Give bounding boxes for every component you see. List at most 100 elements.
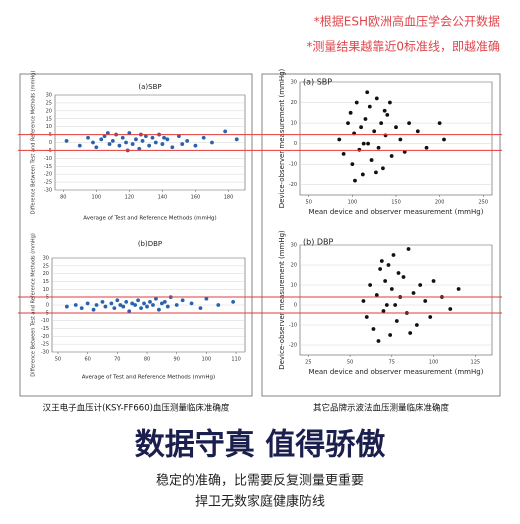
x-tick-label: 80: [144, 357, 150, 363]
x-tick-label: 200: [435, 200, 445, 206]
point: [86, 135, 90, 140]
point: [185, 139, 190, 143]
x-axis-label: Mean device and observer measurement (mm…: [309, 208, 484, 216]
point: [361, 299, 366, 303]
y-tick-label: 20: [291, 100, 297, 106]
x-tick-label: 50: [306, 200, 312, 206]
point: [442, 137, 446, 142]
point: [374, 96, 379, 101]
point: [64, 304, 69, 309]
point: [107, 142, 112, 146]
point: [406, 247, 411, 251]
note: *测量结果越靠近0标准线，即越准确: [306, 40, 500, 54]
y-tick-label: -10: [44, 156, 52, 162]
charts: -30-25-20-15-10-505101520253080100120140…: [31, 68, 493, 381]
point: [193, 143, 198, 148]
y-tick-label: -30: [44, 188, 52, 194]
point: [348, 110, 353, 115]
y-tick-label: -10: [41, 318, 49, 324]
point: [384, 303, 389, 307]
point: [374, 170, 378, 175]
x-tick-label: 100: [429, 360, 439, 366]
point: [134, 137, 138, 142]
y-axis-label: Difference Between Test and Reference Me…: [31, 71, 37, 215]
point: [393, 303, 398, 307]
y-tick-label: 25: [46, 100, 52, 106]
point: [418, 283, 423, 287]
point: [120, 135, 125, 140]
point: [112, 306, 117, 311]
x-tick-label: 100: [202, 357, 212, 363]
y-tick-label: 0: [294, 141, 297, 147]
x-tick-label: 110: [231, 357, 241, 363]
point: [369, 158, 374, 162]
point: [372, 129, 377, 134]
y-tick-label: 10: [46, 124, 52, 130]
point: [424, 145, 429, 150]
point: [201, 135, 206, 140]
point: [148, 299, 152, 304]
point: [456, 287, 461, 291]
x-tick-label: 50: [347, 360, 353, 366]
x-axis-label: Average of Test and Reference Methods (m…: [83, 216, 216, 222]
point: [121, 304, 126, 309]
point: [216, 303, 221, 307]
point: [117, 143, 122, 148]
point: [398, 137, 403, 142]
point: [133, 303, 138, 307]
point: [431, 279, 436, 283]
point: [411, 291, 416, 295]
point: [337, 137, 342, 142]
point: [118, 303, 123, 307]
point: [388, 333, 393, 337]
point: [414, 323, 419, 327]
point: [150, 135, 155, 140]
point: [162, 135, 166, 140]
y-axis-label: Device-observer measurement (mmHg): [278, 68, 286, 208]
point: [145, 304, 149, 309]
point: [85, 301, 90, 306]
y-tick-label: -15: [44, 164, 52, 170]
point: [367, 104, 372, 109]
point: [378, 267, 383, 271]
x-axis-label: Mean device and observer measurement (mm…: [309, 368, 484, 376]
y-tick-label: 5: [46, 295, 49, 301]
point: [94, 145, 99, 150]
y-tick-label: -15: [41, 326, 49, 332]
point: [198, 306, 203, 311]
point: [64, 139, 69, 143]
point: [448, 307, 453, 311]
point: [394, 319, 399, 323]
point: [109, 301, 114, 306]
point: [382, 108, 387, 113]
point: [383, 133, 388, 138]
chart-title: (b) DBP: [303, 238, 334, 247]
point: [77, 143, 82, 148]
y-tick-label: 20: [46, 108, 52, 114]
point: [402, 149, 407, 154]
panel-left: [19, 73, 253, 397]
point: [91, 140, 95, 145]
point: [151, 303, 155, 307]
point: [165, 137, 170, 142]
y-tick-label: -25: [41, 342, 49, 348]
y-tick-label: 30: [291, 243, 297, 249]
x-tick-label: 80: [60, 195, 66, 201]
point: [364, 315, 369, 319]
point: [428, 315, 433, 319]
caption: 汉王电子血压计(KSY-FF660)血压测量临床准确度: [43, 403, 230, 414]
point: [143, 134, 148, 139]
x-tick-label: 50: [55, 357, 61, 363]
point: [363, 117, 368, 121]
point: [160, 142, 165, 146]
x-tick-label: 70: [114, 357, 120, 363]
point: [147, 143, 152, 148]
point: [389, 287, 394, 291]
point: [231, 299, 236, 304]
note: *根据ESH欧洲高血压学会公开数据: [314, 14, 500, 29]
subline: 捍卫无数家庭健康防线: [195, 494, 325, 510]
y-tick-label: 0: [46, 303, 49, 309]
point: [376, 145, 381, 150]
point: [341, 152, 346, 156]
